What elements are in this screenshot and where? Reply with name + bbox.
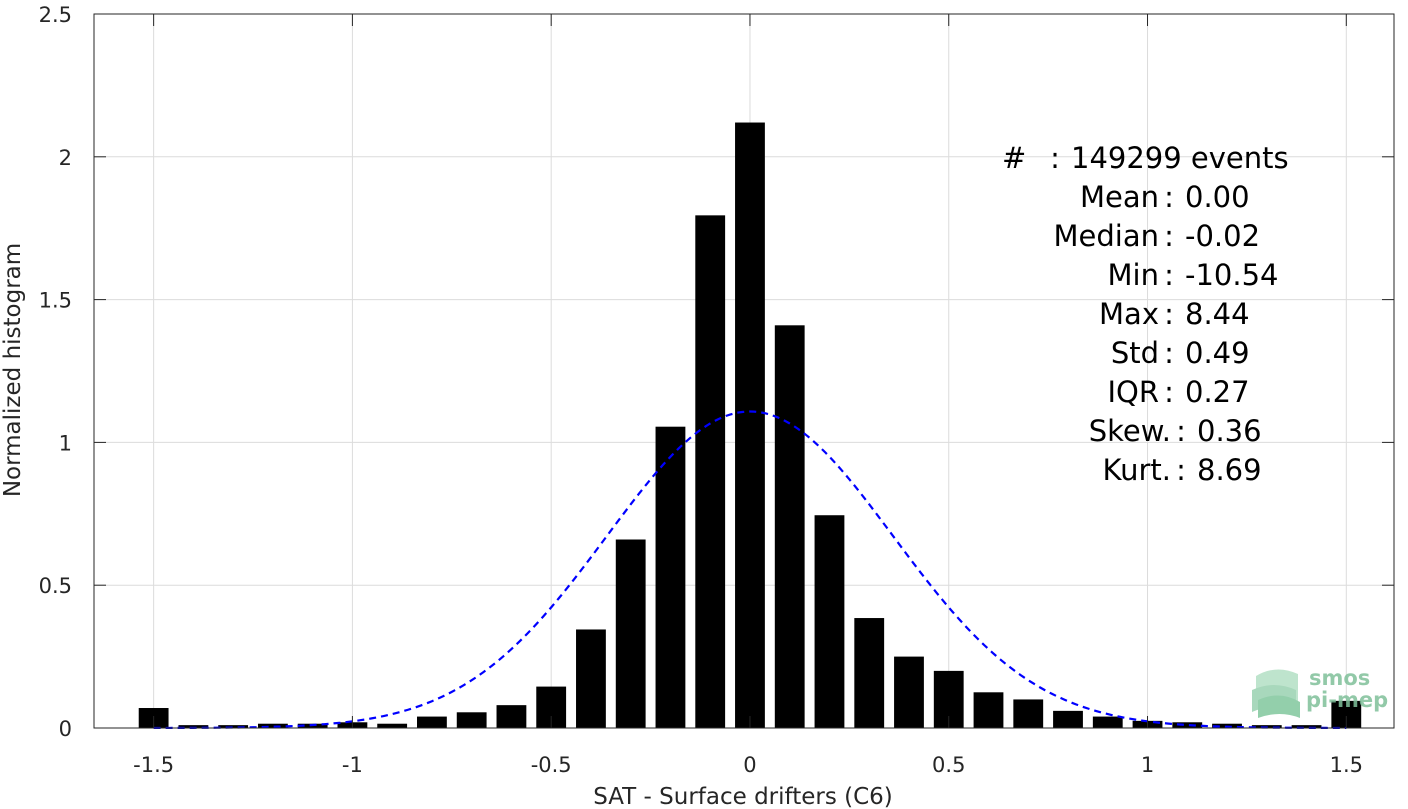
histogram-bar <box>973 692 1004 728</box>
histogram-bars <box>138 122 1362 728</box>
logo-line2: pi-mep <box>1306 688 1388 712</box>
stat-row: IQR:0.27 <box>1107 375 1249 409</box>
histogram-bar <box>496 705 527 728</box>
histogram-bar <box>735 122 765 728</box>
stat-label: Max <box>1099 297 1159 331</box>
stat-value: 0.49 <box>1185 336 1250 370</box>
stat-label: Mean <box>1080 180 1159 214</box>
stat-value: -10.54 <box>1185 258 1279 292</box>
stat-value: 8.44 <box>1185 297 1250 331</box>
histogram-bar <box>615 539 646 728</box>
histogram-bar <box>377 723 408 728</box>
stat-label: Skew. <box>1089 414 1171 448</box>
stat-label: Std <box>1111 336 1159 370</box>
stat-row: Std:0.49 <box>1111 336 1250 370</box>
x-tick-label: 0.5 <box>932 753 965 777</box>
x-tick-label: -0.5 <box>531 753 572 777</box>
x-tick-label: -1 <box>342 753 363 777</box>
stat-row: Kurt.:8.69 <box>1103 453 1262 487</box>
stat-separator: : <box>1176 414 1186 448</box>
histogram-bar <box>218 725 249 728</box>
stat-value: 0.00 <box>1185 180 1250 214</box>
stat-separator: : <box>1164 297 1174 331</box>
logo-line1: smos <box>1309 666 1370 690</box>
stat-separator: : <box>1164 336 1174 370</box>
x-axis-label: SAT - Surface drifters (C6) <box>593 784 893 809</box>
histogram-bar <box>1172 722 1203 728</box>
stat-row: Median: -0.02 <box>1054 219 1261 253</box>
histogram-bar <box>576 629 606 728</box>
histogram-bar <box>894 656 924 728</box>
histogram-bar <box>417 716 447 728</box>
stat-separator: : <box>1164 180 1174 214</box>
histogram-bar <box>1053 710 1083 728</box>
y-tick-label: 0 <box>59 717 72 741</box>
axis-ticks <box>94 13 1394 729</box>
stat-label: Min <box>1108 258 1159 292</box>
y-tick-label: 1.5 <box>39 289 72 313</box>
stat-row: Min: -10.54 <box>1108 258 1279 292</box>
y-tick-label: 0.5 <box>39 574 72 598</box>
stat-row: Skew.:0.36 <box>1089 414 1262 448</box>
histogram-bar <box>1092 716 1123 728</box>
stat-value: 149299 events <box>1071 141 1289 175</box>
y-tick-label: 1 <box>59 431 72 455</box>
stat-row: Max:8.44 <box>1099 297 1250 331</box>
stat-row: #:149299 events <box>1002 141 1289 175</box>
wave-stack-icon <box>1252 669 1300 718</box>
x-tick-label: 1 <box>1141 753 1154 777</box>
histogram-bar <box>774 325 805 728</box>
stat-separator: : <box>1176 453 1186 487</box>
axes-frame <box>93 13 1395 729</box>
stat-separator: : <box>1164 219 1174 253</box>
x-tick-labels: -1.5 -1 -0.5 0 0.5 1 1.5 <box>133 753 1363 777</box>
y-tick-label: 2 <box>59 146 72 170</box>
stat-separator: : <box>1164 258 1174 292</box>
stat-label: # <box>1002 141 1026 175</box>
x-tick-label: 0 <box>743 753 756 777</box>
histogram-bar <box>854 618 885 728</box>
stat-separator: : <box>1164 375 1174 409</box>
histogram-bar <box>1291 725 1322 728</box>
x-tick-label: -1.5 <box>133 753 174 777</box>
stat-value: 0.27 <box>1185 375 1250 409</box>
stat-label: Kurt. <box>1103 453 1171 487</box>
histogram-bar <box>814 515 845 728</box>
histogram-bar <box>695 215 726 728</box>
histogram-bar <box>1013 699 1044 728</box>
histogram-bar <box>655 426 686 728</box>
stat-label: IQR <box>1107 375 1159 409</box>
stat-separator: : <box>1050 141 1060 175</box>
stat-label: Median <box>1054 219 1159 253</box>
stat-value: -0.02 <box>1185 219 1260 253</box>
y-axis-label: Normalized histogram <box>0 243 26 497</box>
y-tick-labels: 0 0.5 1 1.5 2 2.5 <box>39 3 72 741</box>
histogram-bar <box>178 725 209 728</box>
x-tick-label: 1.5 <box>1330 753 1363 777</box>
stat-value: 8.69 <box>1197 453 1262 487</box>
stat-value: 0.36 <box>1197 414 1262 448</box>
histogram-bar <box>456 712 487 728</box>
smos-pi-mep-logo: smos pi-mep <box>1252 666 1388 718</box>
y-tick-label: 2.5 <box>39 3 72 27</box>
histogram-bar <box>257 723 288 728</box>
stat-row: Mean:0.00 <box>1080 180 1250 214</box>
